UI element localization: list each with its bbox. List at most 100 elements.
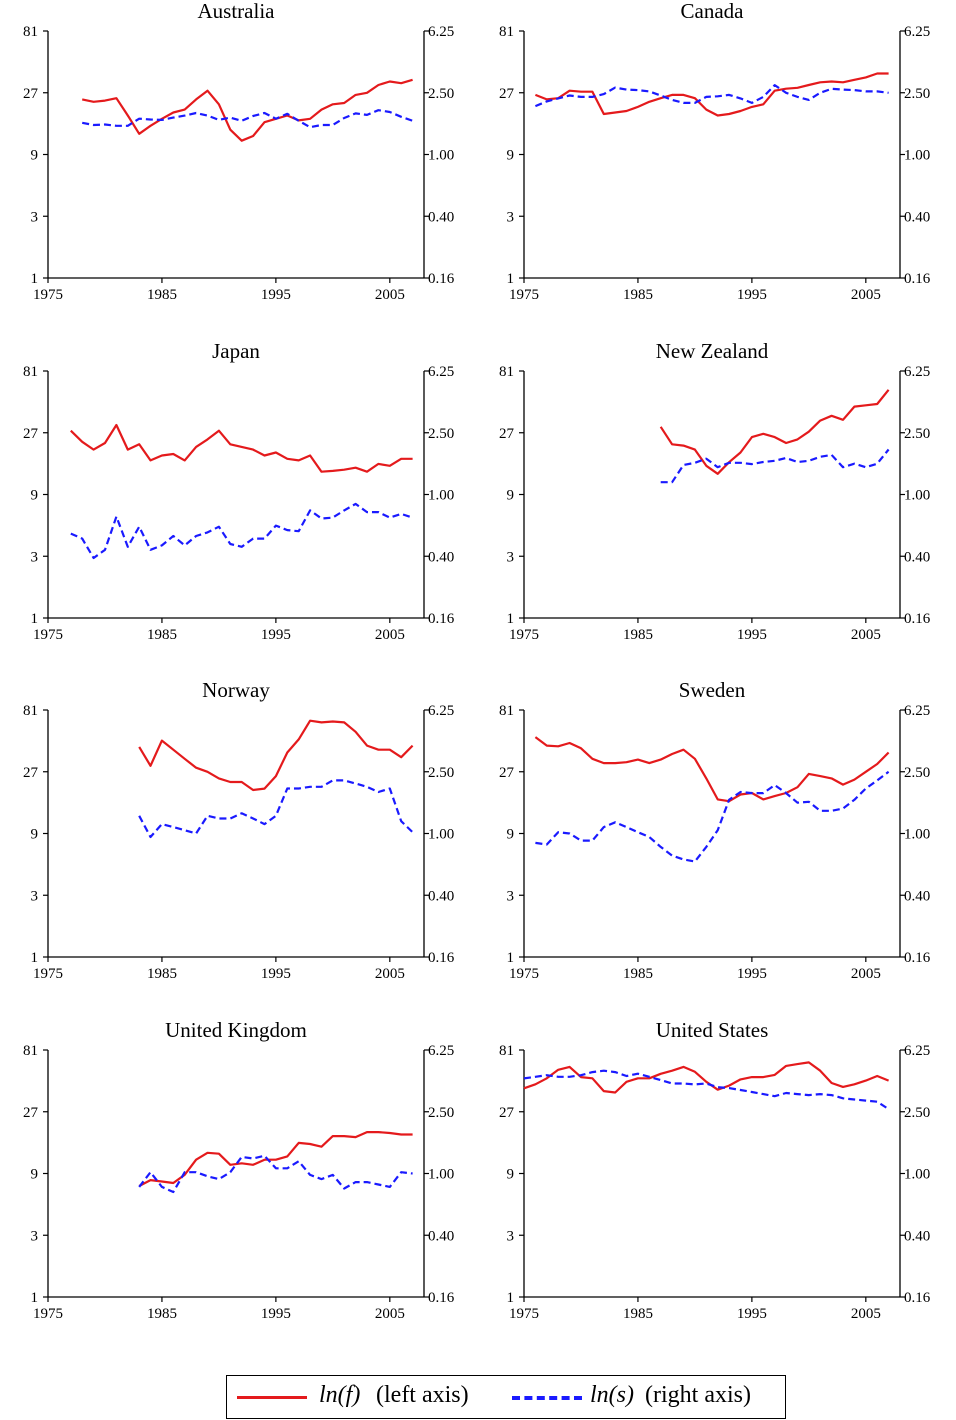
right-tick-label: 6.25 [904,1043,930,1059]
right-tick-label: 6.25 [904,703,930,719]
legend-s-label: ln(s) [590,1382,634,1408]
right-tick-label: 2.50 [904,426,930,442]
right-tick-label: 2.50 [428,1105,454,1121]
right-tick-label: 2.50 [904,1105,930,1121]
left-tick-label: 27 [23,765,39,781]
left-tick-label: 3 [31,888,39,904]
series-ln-s-line [534,83,889,108]
left-tick-label: 1 [507,271,515,287]
left-tick-label: 81 [499,1043,514,1059]
right-tick-label: 6.25 [428,24,454,40]
left-tick-label: 1 [31,611,39,627]
x-tick-label: 1995 [261,627,291,643]
series-ln-s-line [70,502,413,560]
x-tick-label: 1975 [33,1306,63,1322]
right-tick-label: 0.40 [428,1228,454,1244]
right-tick-label: 2.50 [428,765,454,781]
series-ln-f-line [138,1130,413,1187]
left-tick-label: 81 [23,24,38,40]
legend-s-swatch [512,1396,582,1400]
series-ln-s-line [138,779,414,839]
right-tick-label: 0.40 [428,888,454,904]
x-tick-label: 1975 [33,627,63,643]
left-tick-label: 9 [507,488,515,504]
x-tick-label: 1985 [147,966,177,982]
right-tick-label: 2.50 [904,765,930,781]
left-tick-label: 1 [507,950,515,966]
right-tick-label: 0.16 [904,1290,931,1306]
right-tick-label: 0.40 [904,1228,930,1244]
series-ln-f-line [534,736,890,803]
panel-new-zealand: New Zealand 1 3 9 27 81 0.16 0.40 1.00 2.50 6.25 19… [499,339,931,643]
right-tick-label: 6.25 [428,364,454,380]
legend-f-label: ln(f) [319,1382,361,1408]
legend: ln(f) (left axis) ln(s) (right axis) [226,1375,786,1419]
x-tick-label: 1985 [147,1306,177,1322]
left-tick-label: 3 [31,209,39,225]
panel-japan: Japan 1 3 9 27 81 0.16 0.40 1.00 2.50 6.25 1975 1985… [23,339,455,643]
left-tick-label: 1 [31,271,39,287]
right-tick-label: 0.16 [428,271,455,287]
panel-title: Sweden [679,678,746,702]
left-tick-label: 3 [507,549,515,565]
x-tick-label: 1995 [261,966,291,982]
left-tick-label: 9 [31,1167,39,1183]
legend-f-swatch [237,1396,307,1399]
left-tick-label: 3 [507,1228,515,1244]
x-tick-label: 1975 [33,287,63,303]
panel-australia: Australia 1 3 9 27 81 0.16 0.40 1.00 2.50 6.25 1975… [23,0,455,303]
x-tick-label: 1995 [737,966,767,982]
left-tick-label: 9 [507,148,515,164]
left-tick-label: 3 [31,549,39,565]
panel-united-kingdom: United Kingdom 1 3 9 27 81 0.16 0.40 1.00 2.50 6.2… [23,1018,455,1322]
x-tick-label: 1985 [623,1306,653,1322]
x-tick-label: 1995 [261,287,291,303]
left-tick-label: 27 [499,426,515,442]
panel-title: Australia [198,0,276,23]
left-tick-label: 1 [507,611,515,627]
right-tick-label: 6.25 [428,1043,454,1059]
right-tick-label: 0.16 [428,611,455,627]
right-tick-label: 0.40 [904,209,930,225]
right-tick-label: 0.16 [904,950,931,966]
right-tick-label: 2.50 [904,86,930,102]
left-tick-label: 27 [23,1105,39,1121]
right-tick-label: 2.50 [428,86,454,102]
left-tick-label: 3 [507,888,515,904]
x-tick-label: 2005 [375,1306,405,1322]
left-tick-label: 81 [23,364,38,380]
right-tick-label: 1.00 [428,1167,454,1183]
panel-title: United States [656,1018,769,1042]
x-tick-label: 2005 [851,627,881,643]
series-ln-s-line [535,770,890,863]
x-tick-label: 1975 [509,1306,539,1322]
right-tick-label: 0.16 [904,271,931,287]
panel-title: New Zealand [656,339,769,363]
left-tick-label: 9 [31,827,39,843]
panel-title: United Kingdom [165,1018,307,1042]
x-tick-label: 1995 [737,1306,767,1322]
x-tick-label: 1985 [623,966,653,982]
panel-title: Canada [681,0,745,23]
right-tick-label: 1.00 [904,1167,930,1183]
panel-sweden: Sweden 1 3 9 27 81 0.16 0.40 1.00 2.50 6.25 1975 198… [499,678,931,982]
right-tick-label: 1.00 [904,488,930,504]
x-tick-label: 2005 [851,966,881,982]
left-tick-label: 9 [507,827,515,843]
x-tick-label: 2005 [851,287,881,303]
panel-norway: Norway 1 3 9 27 81 0.16 0.40 1.00 2.50 6.25 1975 198… [23,678,455,982]
left-tick-label: 81 [23,703,38,719]
x-tick-label: 2005 [851,1306,881,1322]
series-ln-s-line [138,1154,413,1194]
right-tick-label: 0.16 [428,1290,455,1306]
x-tick-label: 2005 [375,966,405,982]
right-tick-label: 1.00 [904,148,930,164]
left-tick-label: 27 [499,765,515,781]
right-tick-label: 1.00 [904,827,930,843]
right-tick-label: 1.00 [428,488,454,504]
x-tick-label: 1995 [737,627,767,643]
legend-s-suffix: (right axis) [639,1382,751,1408]
right-tick-label: 6.25 [904,24,930,40]
left-tick-label: 27 [499,1105,515,1121]
